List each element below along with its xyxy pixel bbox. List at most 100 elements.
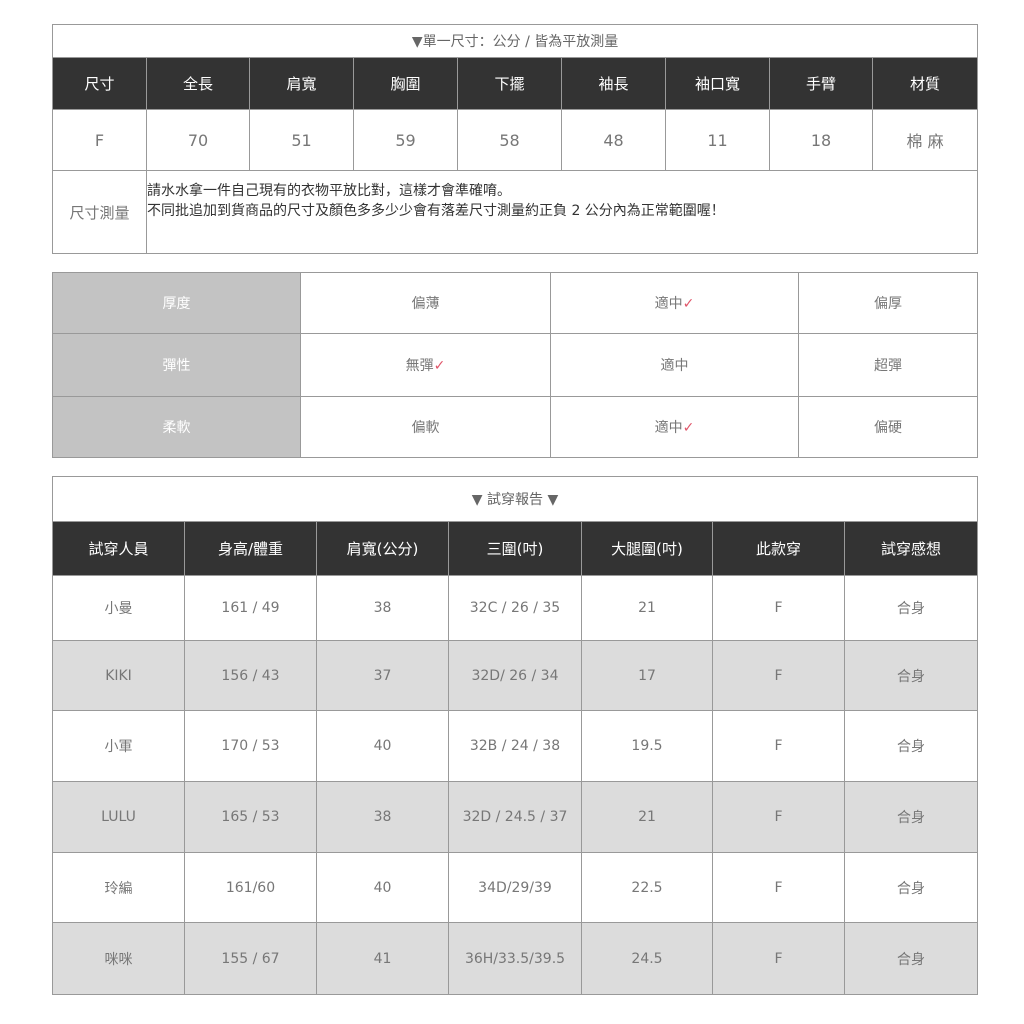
fit-cell: 156 / 43	[184, 640, 317, 711]
fit-cell: 22.5	[581, 852, 713, 923]
fit-cell: 24.5	[581, 922, 713, 995]
fit-cell: 玲編	[52, 852, 185, 923]
check-icon: ✓	[682, 420, 695, 436]
fit-cell: 咪咪	[52, 922, 185, 995]
fit-cell: 32B / 24 / 38	[448, 710, 582, 782]
size-value: 48	[561, 109, 666, 171]
feel-row: 厚度 偏薄 適中✓ 偏厚	[52, 272, 978, 334]
note: 請水水拿一件自己現有的衣物平放比對，這樣才會準確唷。不同批追加到貨商品的尺寸及顏…	[145, 170, 979, 254]
size-header: 材質	[871, 57, 979, 110]
size-header: 袖口寬	[665, 57, 770, 110]
check-icon: ✓	[682, 296, 695, 312]
feel-option: 偏厚	[798, 272, 978, 334]
size-value: F	[52, 109, 147, 171]
table-row: LULU 165 / 53 38 32D / 24.5 / 37 21 F 合身	[52, 781, 979, 853]
size-value: 59	[353, 109, 458, 171]
size-header: 全長	[146, 57, 250, 110]
fit-cell: 合身	[843, 710, 979, 782]
feel-option: 超彈	[798, 333, 978, 397]
fit-header: 試穿人員	[52, 521, 185, 576]
option-text: 適中	[660, 358, 689, 374]
size-header: 下擺	[457, 57, 562, 110]
fit-cell: 32D / 24.5 / 37	[448, 781, 582, 853]
option-text: 偏厚	[874, 296, 902, 312]
fit-header: 試穿感想	[843, 521, 979, 576]
option-text: 超彈	[874, 358, 902, 374]
feel-label: 彈性	[52, 333, 301, 397]
fit-header: 肩寬(公分)	[316, 521, 449, 576]
fit-cell: 21	[581, 781, 713, 853]
feel-option: 偏薄	[300, 272, 551, 334]
fit-cell: 合身	[843, 640, 979, 711]
fit-cell: 32D/ 26 / 34	[448, 640, 582, 711]
size-table-title: ▼單一尺寸：公分 / 皆為平放測量	[51, 24, 979, 58]
fit-header: 三圍(吋)	[448, 521, 582, 576]
fit-cell: 19.5	[581, 710, 713, 782]
size-value: 棉 麻	[871, 109, 979, 171]
fit-cell: 21	[581, 575, 713, 641]
note-line: 請水水拿一件自己現有的衣物平放比對，這樣才會準確唷。	[147, 183, 511, 199]
fit-cell: 32C / 26 / 35	[448, 575, 582, 641]
fit-cell: 合身	[843, 852, 979, 923]
note-line: 不同批追加到貨商品的尺寸及顏色多多少少會有落差尺寸測量約正負 2 公分內為正常範…	[147, 203, 725, 219]
fit-cell: KIKI	[52, 640, 185, 711]
fit-cell: F	[712, 575, 845, 641]
fit-cell: 合身	[843, 781, 979, 853]
fit-cell: 155 / 67	[184, 922, 317, 995]
feel-row: 柔軟 偏軟 適中✓ 偏硬	[52, 396, 978, 458]
fit-cell: 小軍	[52, 710, 185, 782]
size-header: 袖長	[561, 57, 666, 110]
fit-cell: 170 / 53	[184, 710, 317, 782]
feel-option: 偏硬	[798, 396, 978, 458]
fit-cell: F	[712, 640, 845, 711]
fit-table: ▼ 試穿報告 ▼ 試穿人員 身高/體重 肩寬(公分) 三圍(吋) 大腿圍(吋) 此款穿 試穿…	[51, 476, 979, 995]
check-icon: ✓	[433, 358, 446, 374]
fit-header: 身高/體重	[184, 521, 317, 576]
feel-table: 厚度 偏薄 適中✓ 偏厚 彈性 無彈✓ 適中 超彈 柔軟 偏軟 適中✓ 偏硬	[52, 272, 978, 458]
size-value: 11	[665, 109, 770, 171]
fit-cell: 小曼	[52, 575, 185, 641]
feel-option: 無彈✓	[300, 333, 551, 397]
option-text: 偏薄	[411, 296, 440, 312]
fit-cell: 17	[581, 640, 713, 711]
fit-cell: F	[712, 710, 845, 782]
table-row: 玲編 161/60 40 34D/29/39 22.5 F 合身	[52, 852, 979, 923]
fit-cell: F	[712, 852, 845, 923]
size-value: 18	[769, 109, 873, 171]
fit-cell: 41	[316, 922, 449, 995]
fit-cell: F	[712, 781, 845, 853]
option-text: 無彈	[405, 358, 434, 374]
size-value: 70	[146, 109, 250, 171]
fit-cell: 161/60	[184, 852, 317, 923]
table-row: 小曼 161 / 49 38 32C / 26 / 35 21 F 合身	[52, 575, 979, 641]
fit-cell: LULU	[52, 781, 185, 853]
size-header: 尺寸	[52, 57, 147, 110]
fit-cell: 36H/33.5/39.5	[448, 922, 582, 995]
fit-cell: F	[712, 922, 845, 995]
size-value: 58	[457, 109, 562, 171]
fit-cell: 合身	[843, 922, 979, 995]
fit-cell: 38	[316, 575, 449, 641]
feel-option: 適中✓	[550, 272, 799, 334]
fit-header: 此款穿	[712, 521, 845, 576]
option-text: 偏硬	[874, 420, 902, 436]
feel-row: 彈性 無彈✓ 適中 超彈	[52, 333, 978, 397]
fit-cell: 合身	[843, 575, 979, 641]
feel-option: 適中	[550, 333, 799, 397]
fit-cell: 40	[316, 852, 449, 923]
option-text: 適中	[654, 296, 683, 312]
feel-option: 適中✓	[550, 396, 799, 458]
note-label: 尺寸測量	[52, 170, 147, 254]
table-row: KIKI 156 / 43 37 32D/ 26 / 34 17 F 合身	[52, 640, 979, 711]
table-row: 小軍 170 / 53 40 32B / 24 / 38 19.5 F 合身	[52, 710, 979, 782]
fit-cell: 165 / 53	[184, 781, 317, 853]
feel-label: 厚度	[52, 272, 301, 334]
fit-cell: 40	[316, 710, 449, 782]
fit-table-title: ▼ 試穿報告 ▼	[51, 476, 979, 522]
table-row: 咪咪 155 / 67 41 36H/33.5/39.5 24.5 F 合身	[52, 922, 979, 995]
fit-header: 大腿圍(吋)	[581, 521, 713, 576]
fit-cell: 37	[316, 640, 449, 711]
fit-cell: 38	[316, 781, 449, 853]
size-header: 手臂	[769, 57, 873, 110]
